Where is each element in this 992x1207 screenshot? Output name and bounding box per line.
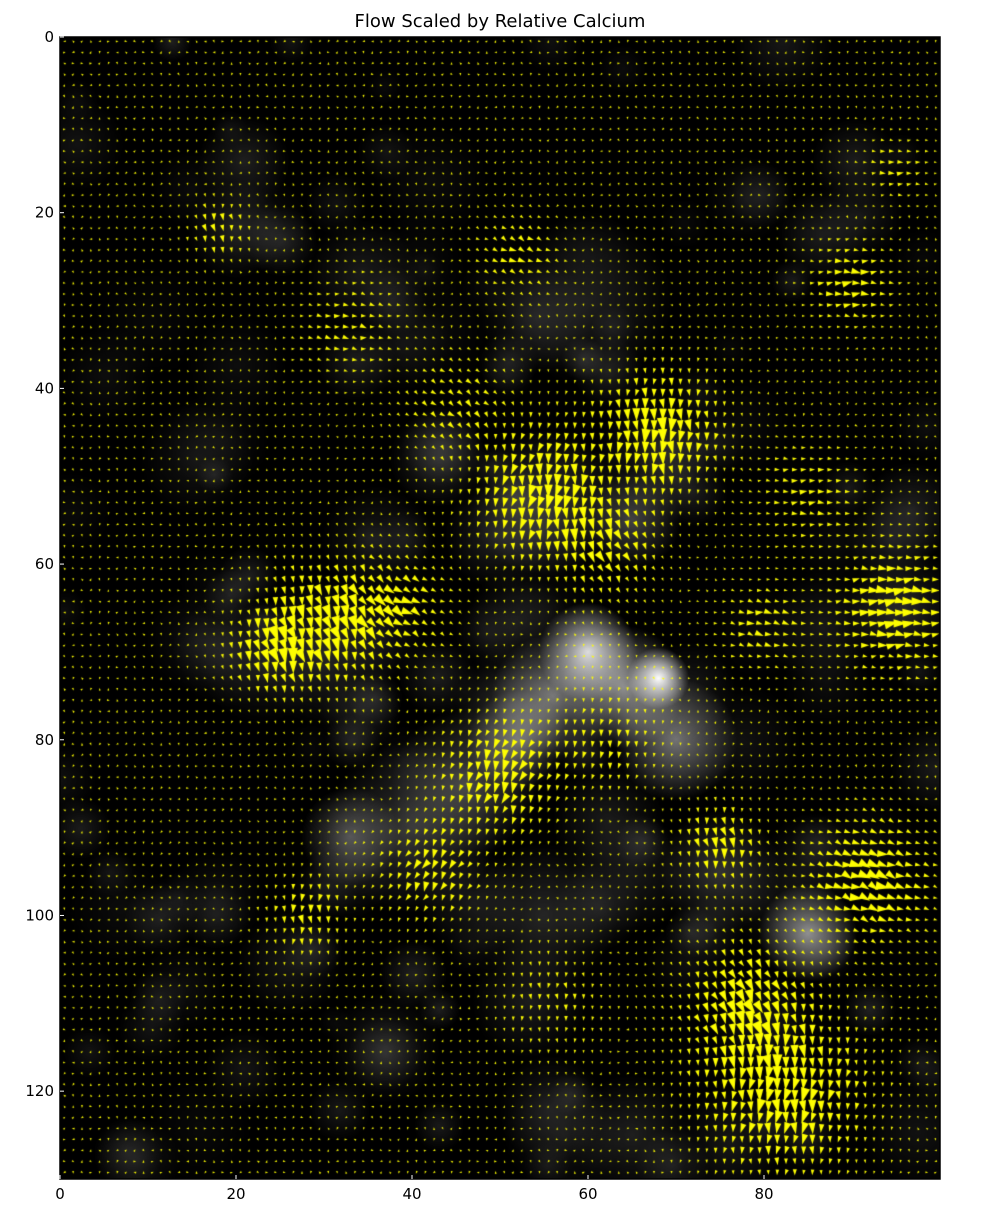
vector-field-container [60, 37, 940, 1179]
y-tick-label: 0 [44, 28, 54, 46]
x-tick-label: 20 [226, 1185, 245, 1203]
y-tick-label: 80 [35, 731, 54, 749]
x-tick-label: 0 [55, 1185, 65, 1203]
x-tick-label: 60 [578, 1185, 597, 1203]
flow-vector-field [60, 37, 940, 1179]
y-tick-label: 20 [35, 204, 54, 222]
y-tick-label: 40 [35, 379, 54, 397]
y-axis: 0 20 40 60 80 100 120 [25, 28, 64, 1100]
y-tick-label: 60 [35, 555, 54, 573]
y-tick-label: 100 [25, 906, 54, 924]
chart-title: Flow Scaled by Relative Calcium [355, 11, 646, 32]
x-tick-label: 40 [402, 1185, 421, 1203]
x-axis: 0 20 40 60 80 [55, 1175, 774, 1203]
plot-frame [59, 36, 941, 1180]
x-tick-label: 80 [754, 1185, 773, 1203]
y-tick-label: 120 [25, 1082, 54, 1100]
